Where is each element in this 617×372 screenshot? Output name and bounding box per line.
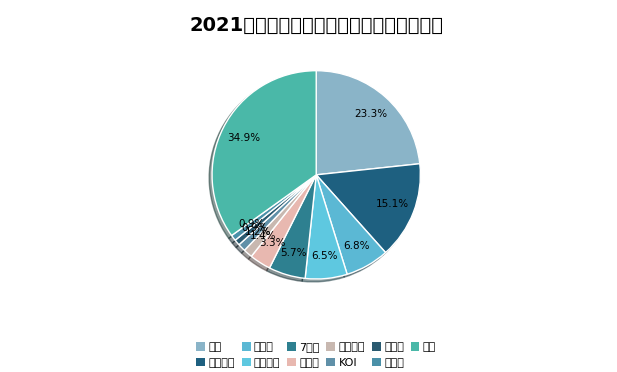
Wedge shape <box>316 164 420 253</box>
Wedge shape <box>305 175 347 279</box>
Text: 6.8%: 6.8% <box>343 241 370 250</box>
Text: 15.1%: 15.1% <box>376 199 408 209</box>
Wedge shape <box>235 175 316 245</box>
Legend: 喜茶, 奈雪的茶, 乐乐茶, 快乐柠檬, 7分甜, 米芝莲, 伏见桃山, KOI, 桂源铺, 鹿角巷, 其他: 喜茶, 奈雪的茶, 乐乐茶, 快乐柠檬, 7分甜, 米芝莲, 伏见桃山, KOI… <box>192 338 441 372</box>
Text: 1.2%: 1.2% <box>245 227 271 237</box>
Wedge shape <box>316 71 420 175</box>
Text: 1.4%: 1.4% <box>250 231 276 241</box>
Wedge shape <box>251 175 316 268</box>
Text: 23.3%: 23.3% <box>354 109 387 119</box>
Wedge shape <box>244 175 316 256</box>
Text: 3.3%: 3.3% <box>259 238 286 248</box>
Wedge shape <box>231 175 316 240</box>
Wedge shape <box>239 175 316 250</box>
Title: 2021年全国高端现制茶饮品牌市场份额占比: 2021年全国高端现制茶饮品牌市场份额占比 <box>189 16 443 35</box>
Wedge shape <box>316 175 386 274</box>
Text: 6.5%: 6.5% <box>311 251 337 261</box>
Wedge shape <box>212 71 316 235</box>
Text: 34.9%: 34.9% <box>228 133 260 143</box>
Text: 0.9%: 0.9% <box>238 219 265 229</box>
Wedge shape <box>270 175 316 278</box>
Text: 0.9%: 0.9% <box>241 222 268 232</box>
Text: 5.7%: 5.7% <box>280 248 307 258</box>
